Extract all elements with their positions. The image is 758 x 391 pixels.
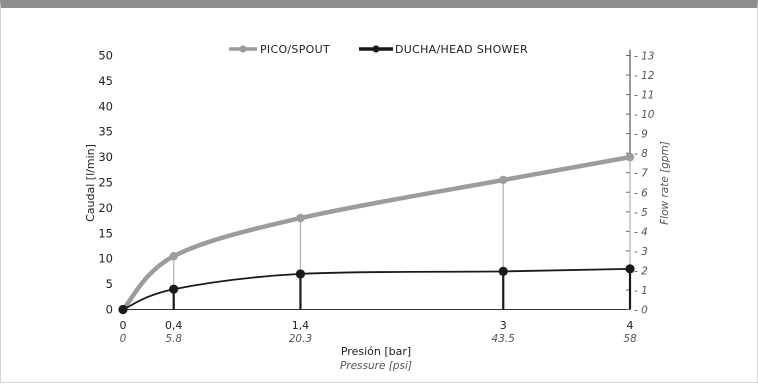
x-axis-title: Presión [bar] [341, 345, 411, 358]
y-right-tick-label-8: - 8 [634, 148, 648, 160]
point-1-3 [498, 266, 508, 276]
y-right-tick-label-1: - 1 [634, 285, 648, 297]
x-axis-title-secondary: Pressure [psi] [340, 360, 412, 372]
y-tick-label-4: 20 [98, 201, 113, 215]
legend-label-spout: PICO/SPOUT [260, 43, 330, 56]
x-tick-label-secondary-1: 5.8 [165, 333, 182, 345]
y-right-tick-label-0: - 0 [634, 305, 648, 317]
series-line-1 [122, 268, 631, 311]
legend-marker-spout [239, 45, 247, 53]
y-tick-label-2: 10 [98, 252, 113, 266]
flow-rate-chart: PICO/SPOUT DUCHA/HEAD SHOWER 0 5 10 15 20 25 3… [84, 43, 671, 372]
y-right-tick-label-13: - 13 [634, 51, 655, 63]
legend: PICO/SPOUT DUCHA/HEAD SHOWER [229, 43, 528, 56]
y-tick-label-8: 40 [98, 99, 113, 113]
y-tick-label-5: 25 [98, 176, 113, 190]
y-right-tick-label-12: - 12 [634, 70, 655, 82]
y-right-tick-label-11: - 11 [634, 90, 655, 102]
x-tick-label-2: 1,4 [292, 319, 310, 332]
y-right-tick-label-2: - 2 [634, 265, 648, 277]
y-tick-label-1: 5 [106, 277, 113, 291]
y-right-tick-label-10: - 10 [634, 109, 655, 121]
point-0-2 [296, 213, 305, 223]
y-right-tick-label-4: - 4 [634, 226, 648, 238]
point-1-2 [295, 269, 306, 279]
point-1-4 [625, 264, 635, 274]
y-axis-title-right: Flow rate [gpm] [659, 141, 671, 225]
point-1-0 [118, 304, 128, 315]
y-tick-label-0: 0 [106, 303, 113, 317]
y-tick-label-10: 50 [98, 49, 113, 63]
point-0-4 [625, 152, 635, 162]
y-tick-label-3: 15 [98, 226, 113, 240]
y-tick-label-9: 45 [98, 74, 113, 88]
x-tick-label-secondary-3: 43.5 [492, 333, 516, 345]
x-tick-label-3: 3 [500, 319, 507, 332]
x-tick-label-4: 4 [627, 319, 634, 332]
chart-frame: PICO/SPOUT DUCHA/HEAD SHOWER 0 5 10 15 20 25 3… [0, 0, 758, 383]
legend-marker-head-shower [372, 45, 380, 53]
x-tick-label-secondary-4: 58 [623, 333, 637, 345]
x-tick-label-secondary-0: 0 [120, 333, 127, 345]
y-right-tick-label-9: - 9 [634, 129, 648, 141]
y-right-tick-label-5: - 5 [634, 207, 648, 219]
x-tick-label-1: 0,4 [165, 319, 183, 332]
point-1-1 [169, 284, 179, 294]
y-right-tick-label-6: - 6 [634, 187, 648, 199]
point-0-1 [169, 251, 178, 261]
y-tick-label-7: 35 [98, 125, 113, 139]
series-line-0 [120, 154, 633, 312]
point-0-3 [499, 175, 508, 185]
x-tick-label-0: 0 [120, 319, 127, 332]
y-tick-label-6: 30 [98, 150, 113, 164]
x-tick-label-secondary-2: 20.3 [289, 333, 312, 345]
y-right-tick-label-3: - 3 [634, 246, 648, 258]
y-right-tick-label-7: - 7 [634, 168, 648, 180]
y-axis-title: Caudal [l/min] [84, 144, 97, 222]
legend-label-head-shower: DUCHA/HEAD SHOWER [395, 43, 528, 56]
